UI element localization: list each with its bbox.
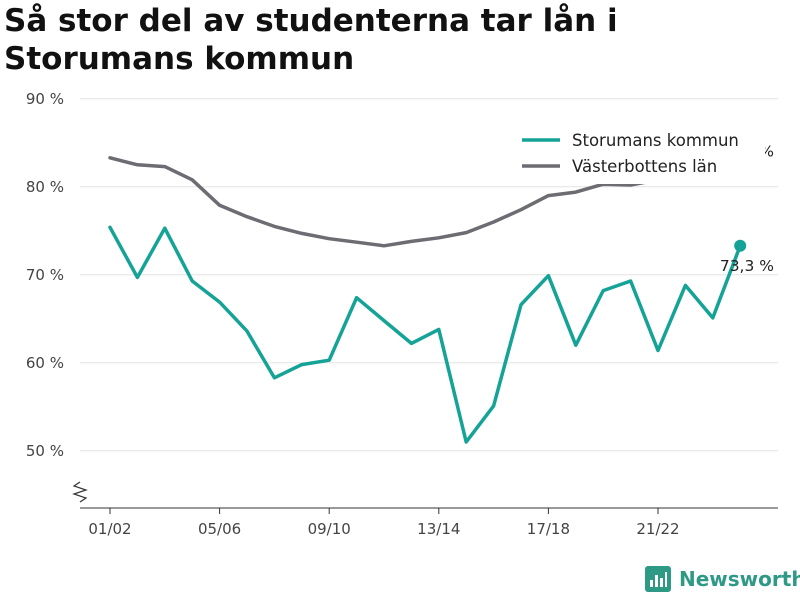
axes: 50 % 60 % 70 % 80 % 90 % 01/02 05/06 09/10 13/14…: [26, 90, 778, 538]
x-tick-label: 17/18: [527, 520, 570, 538]
x-tick-label: 01/02: [88, 520, 131, 538]
brand-name: Newsworthy: [679, 567, 800, 591]
legend-label: Västerbottens län: [572, 157, 717, 176]
x-tick-label: 13/14: [417, 520, 460, 538]
series-line: [108, 225, 742, 444]
legend: Storumans kommun Västerbottens län: [515, 124, 765, 184]
newsworthy-logo-icon: [645, 566, 671, 592]
series-lines: [108, 156, 747, 444]
y-tick-label: 60 %: [26, 354, 64, 372]
chart-title: Så stor del av studenterna tar lån i Sto…: [4, 3, 618, 77]
grid-lines: [80, 98, 778, 452]
y-tick-label: 80 %: [26, 178, 64, 196]
y-tick-label: 70 %: [26, 266, 64, 284]
series-line: [108, 156, 742, 248]
x-tick-label: 21/22: [636, 520, 679, 538]
end-point-marker: [734, 239, 747, 252]
y-tick-label: 90 %: [26, 90, 64, 108]
axis-break-icon: [72, 481, 88, 503]
y-tick-label: 50 %: [26, 442, 64, 460]
x-tick-label: 05/06: [198, 520, 241, 538]
x-tick-label: 09/10: [308, 520, 351, 538]
end-label: 73,3 %: [720, 257, 774, 275]
brand-logo[interactable]: Newsworthy: [645, 566, 800, 592]
legend-label: Storumans kommun: [572, 131, 739, 150]
legend-background: [515, 124, 765, 184]
